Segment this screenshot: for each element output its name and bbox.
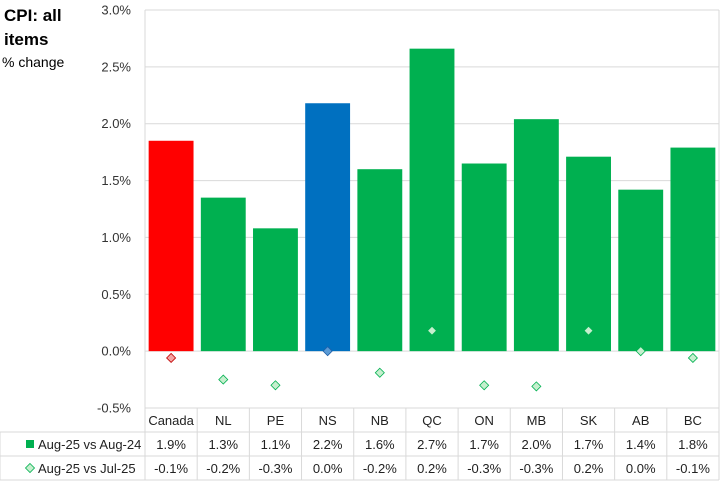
bar-pe xyxy=(253,228,298,352)
data-label-annual: 1.1% xyxy=(261,437,291,452)
bar-on xyxy=(461,163,507,352)
marker-ns xyxy=(322,346,333,357)
data-label-annual: 1.9% xyxy=(156,437,186,452)
y-tick-label: 0.5% xyxy=(101,287,131,302)
category-label: ON xyxy=(474,413,494,428)
data-label-monthly: -0.3% xyxy=(258,461,292,476)
data-label-monthly: -0.2% xyxy=(363,461,397,476)
data-label-monthly: 0.0% xyxy=(313,461,343,476)
category-label: SK xyxy=(580,413,598,428)
data-label-monthly: -0.3% xyxy=(467,461,501,476)
marker-pe xyxy=(270,380,281,391)
bar-bc xyxy=(670,147,716,352)
data-label-annual: 1.7% xyxy=(574,437,604,452)
data-label-monthly: 0.2% xyxy=(574,461,604,476)
category-label: Canada xyxy=(148,413,194,428)
marker-on xyxy=(479,380,490,391)
data-label-annual: 2.7% xyxy=(417,437,447,452)
legend-label-markers: Aug-25 vs Jul-25 xyxy=(38,461,136,476)
marker-sk xyxy=(583,325,594,336)
y-axis-label: % change xyxy=(2,54,65,70)
category-label: NB xyxy=(371,413,389,428)
category-label: BC xyxy=(684,413,702,428)
data-label-monthly: -0.1% xyxy=(676,461,710,476)
category-label: NL xyxy=(215,413,232,428)
bar-ns xyxy=(305,103,351,352)
data-label-monthly: -0.3% xyxy=(519,461,553,476)
y-tick-label: -0.5% xyxy=(97,401,131,416)
y-tick-label: 0.0% xyxy=(101,344,131,359)
y-tick-label: 1.5% xyxy=(101,173,131,188)
data-label-monthly: 0.2% xyxy=(417,461,447,476)
data-label-annual: 1.7% xyxy=(469,437,499,452)
marker-mb xyxy=(531,381,542,392)
marker-nl xyxy=(218,374,229,385)
bar-qc xyxy=(409,48,455,352)
y-tick-label: 2.5% xyxy=(101,59,131,74)
legend-bar-key xyxy=(26,440,34,448)
data-label-annual: 1.3% xyxy=(208,437,238,452)
bar-sk xyxy=(566,156,611,352)
data-label-annual: 2.2% xyxy=(313,437,343,452)
legend-marker-key xyxy=(24,462,36,474)
data-label-monthly: -0.2% xyxy=(206,461,240,476)
bar-canada xyxy=(148,140,194,352)
data-label-annual: 1.4% xyxy=(626,437,656,452)
legend-label-bars: Aug-25 vs Aug-24 xyxy=(38,437,141,452)
marker-bc xyxy=(687,352,698,364)
bar-ab xyxy=(618,189,664,352)
marker-canada xyxy=(166,352,177,364)
bar-nb xyxy=(357,169,403,352)
category-label: PE xyxy=(267,413,285,428)
category-label: NS xyxy=(319,413,337,428)
data-label-annual: 2.0% xyxy=(522,437,552,452)
category-label: AB xyxy=(632,413,649,428)
category-label: QC xyxy=(422,413,442,428)
y-tick-label: 2.0% xyxy=(101,116,131,131)
data-label-monthly: -0.1% xyxy=(154,461,188,476)
data-label-monthly: 0.0% xyxy=(626,461,656,476)
chart-title: CPI: all items xyxy=(4,6,62,49)
y-tick-label: 1.0% xyxy=(101,230,131,245)
marker-ab xyxy=(635,346,646,357)
data-label-annual: 1.6% xyxy=(365,437,395,452)
bar-nl xyxy=(200,197,246,352)
marker-qc xyxy=(426,325,438,336)
bar-mb xyxy=(513,119,559,352)
category-label: MB xyxy=(527,413,547,428)
y-tick-label: 3.0% xyxy=(101,3,131,18)
data-label-annual: 1.8% xyxy=(678,437,708,452)
marker-nb xyxy=(374,367,385,378)
